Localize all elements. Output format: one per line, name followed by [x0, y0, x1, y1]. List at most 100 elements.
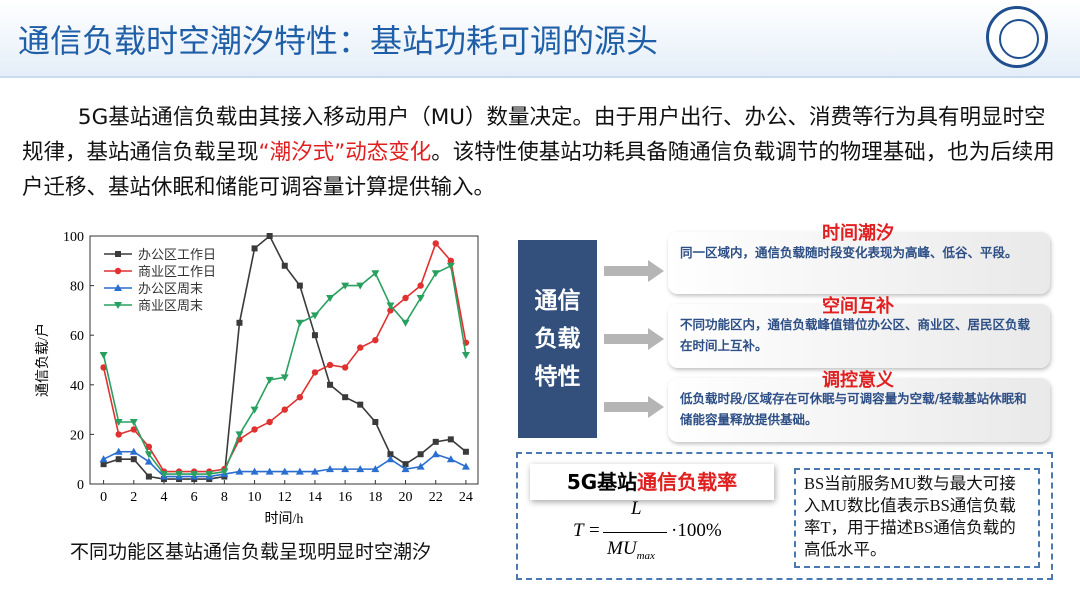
- text: 。该特性使基站功耗具备随通信负载调节的物理基础，也为后续用户迁移、基站休眠和储能…: [22, 140, 1055, 200]
- item-box: 低负载时段/区域存在可休眠与可调容量为空载/轻载基站休眠和储能容量释放提供基础。: [668, 378, 1050, 442]
- marker: [446, 262, 455, 270]
- marker: [159, 471, 168, 479]
- marker: [401, 319, 410, 327]
- marker: [356, 465, 365, 473]
- formula-box: 5G基站通信负载率 T = L MUmax ·100% BS当前服务MU数与最大…: [516, 452, 1053, 580]
- x-tick-label: 0: [100, 490, 107, 505]
- marker: [432, 240, 439, 247]
- marker: [416, 295, 425, 302]
- x-tick-label: 20: [399, 490, 413, 505]
- marker: [129, 447, 138, 455]
- item-text: 不同功能区内，通信负载峰值错位办公区、商业区、居民区负载在时间上互补。: [680, 317, 1031, 353]
- text: 5G基站: [566, 470, 638, 494]
- marker: [266, 233, 273, 239]
- legend-marker: [115, 251, 121, 257]
- marker: [296, 282, 303, 289]
- header-bar: 通信负载时空潮汐特性：基站功耗可调的源头: [0, 0, 1080, 78]
- intro-paragraph: 5G基站通信负载由其接入移动用户（MU）数量决定。由于用户出行、办公、消费等行为…: [22, 100, 1062, 205]
- marker: [265, 376, 274, 384]
- formula-eq: =: [589, 520, 600, 541]
- x-tick-label: 18: [368, 490, 382, 505]
- marker: [114, 419, 123, 426]
- marker: [129, 419, 138, 426]
- marker: [144, 457, 153, 465]
- x-tick-label: 12: [278, 490, 292, 505]
- marker: [130, 456, 137, 463]
- marker: [114, 447, 123, 455]
- x-tick-label: 16: [338, 490, 352, 505]
- marker: [280, 467, 289, 475]
- legend-marker: [114, 302, 122, 309]
- marker: [250, 467, 259, 475]
- x-tick-label: 8: [221, 490, 228, 505]
- highlight: “潮汐式”动态变化: [258, 140, 432, 165]
- formula-suffix: ·100%: [671, 520, 722, 541]
- text: MU: [607, 538, 637, 559]
- marker: [251, 426, 258, 433]
- text: 通信负载率: [637, 470, 738, 494]
- marker: [205, 471, 214, 479]
- center-line: 通信: [534, 288, 581, 314]
- center-line: 负载: [534, 326, 581, 352]
- marker: [190, 471, 199, 479]
- item-title: 时间潮汐: [822, 223, 894, 244]
- marker: [417, 282, 424, 289]
- text: 5G基站通信负载由其接入移动用户（MU）数量决定。由于用户出行、办公、消费等行为…: [22, 105, 1046, 165]
- marker: [386, 302, 395, 310]
- marker: [326, 465, 335, 473]
- marker: [235, 431, 244, 439]
- legend-label: 商业区工作日: [138, 264, 216, 279]
- marker: [281, 262, 288, 269]
- marker: [371, 270, 380, 278]
- y-tick-label: 100: [63, 230, 84, 245]
- marker: [341, 282, 350, 290]
- marker: [175, 471, 184, 479]
- marker: [310, 312, 319, 320]
- marker: [372, 336, 379, 344]
- subscript: max: [636, 549, 655, 562]
- marker: [220, 468, 229, 476]
- marker: [99, 352, 108, 360]
- marker: [115, 456, 122, 463]
- marker: [416, 462, 425, 470]
- marker: [236, 319, 243, 326]
- x-tick-label: 22: [429, 490, 443, 505]
- arrow: [604, 396, 664, 418]
- marker: [341, 465, 350, 473]
- arrow: [604, 260, 664, 282]
- denominator: MUmax: [607, 538, 655, 562]
- marker: [310, 467, 319, 475]
- chart-panel: 0 20 40 60 80 100 0 2 4 6 8 10 12 14 16 18 20 22 24 时间/h 通信负…: [25, 225, 485, 527]
- marker: [99, 455, 108, 463]
- marker: [266, 418, 273, 426]
- marker: [341, 364, 349, 371]
- formula-title: 5G基站通信负载率: [530, 464, 774, 500]
- marker: [402, 461, 409, 468]
- y-tick-label: 80: [70, 280, 84, 295]
- x-tick-label: 14: [308, 490, 322, 505]
- x-tick-label: 4: [160, 490, 167, 505]
- plot-frame: [89, 235, 479, 485]
- marker: [461, 462, 470, 470]
- marker: [342, 394, 349, 401]
- marker: [357, 401, 364, 408]
- item-title: 调控意义: [822, 370, 894, 391]
- x-tick-label: 6: [191, 490, 198, 505]
- marker: [431, 270, 440, 278]
- y-tick-label: 40: [70, 379, 84, 394]
- marker: [265, 467, 274, 475]
- y-axis-label: 通信负载/户: [34, 323, 51, 397]
- marker: [387, 451, 394, 458]
- marker: [386, 455, 395, 463]
- marker: [100, 461, 107, 468]
- legend-label: 办公区周末: [138, 281, 203, 296]
- legend-label: 办公区工作日: [138, 247, 216, 262]
- formula-lhs: T: [573, 520, 584, 541]
- marker: [402, 294, 409, 302]
- y-tick-label: 60: [70, 329, 84, 344]
- logo: [986, 6, 1048, 68]
- marker: [235, 467, 244, 475]
- legend-marker: [114, 284, 122, 291]
- marker: [296, 394, 304, 401]
